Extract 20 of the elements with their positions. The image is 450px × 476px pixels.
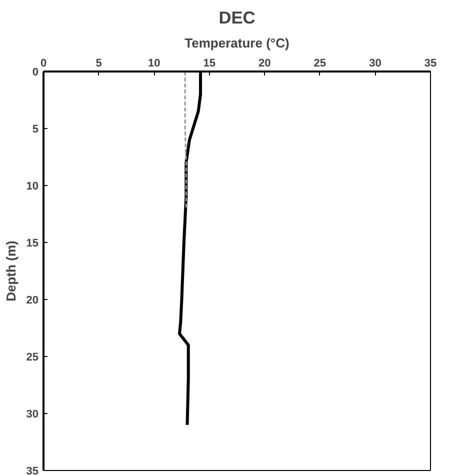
y-tick-label: 0 xyxy=(32,66,39,78)
y-tick-label: 5 xyxy=(32,124,39,136)
line-series xyxy=(184,72,187,210)
y-tick-label: 10 xyxy=(26,180,39,192)
x-tick-label: 10 xyxy=(148,58,160,70)
x-tick-label: 30 xyxy=(369,58,382,70)
y-tick-label: 25 xyxy=(26,352,39,364)
y-axis-title: Depth (m) xyxy=(3,240,18,302)
x-tick-label: 25 xyxy=(314,58,326,70)
x-tick-label: 35 xyxy=(424,58,437,70)
y-tick-label: 15 xyxy=(26,238,39,250)
x-axis-title: Temperature (°C) xyxy=(184,36,290,50)
y-tick-label: 20 xyxy=(26,294,39,306)
y-tick-label: 30 xyxy=(26,408,39,420)
chart-title: DEC xyxy=(218,8,256,28)
x-tick-label: 15 xyxy=(203,58,216,70)
x-tick-label: 20 xyxy=(258,58,271,70)
y-tick-label: 35 xyxy=(26,466,39,476)
x-tick-label: 0 xyxy=(40,58,47,70)
x-tick-label: 5 xyxy=(96,58,102,70)
